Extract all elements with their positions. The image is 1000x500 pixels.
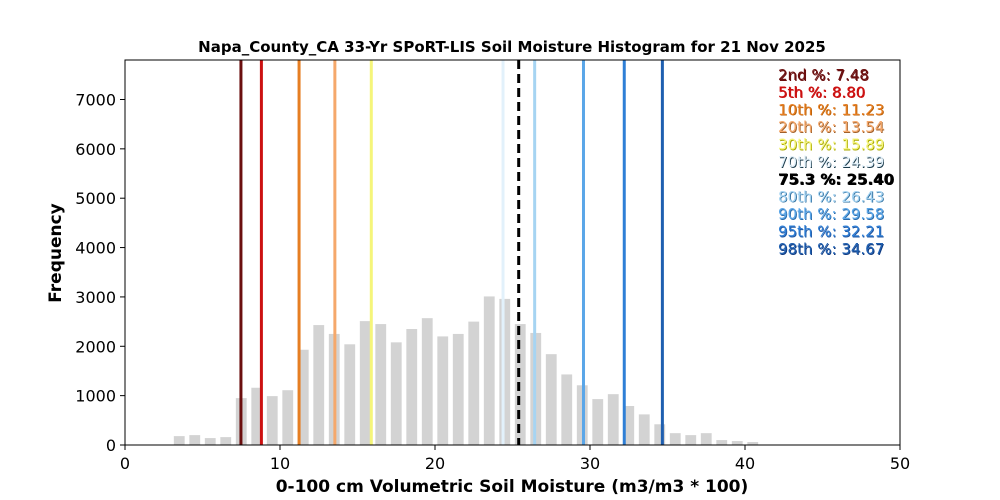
percentile-label-10: 98th %: 34.67 <box>778 240 884 258</box>
plot-frame <box>124 59 901 446</box>
percentile-lines <box>239 60 664 445</box>
percentile-label-0: 2nd %: 7.48 <box>778 66 869 84</box>
percentile-label-shadow-2: 10th %: 11.23 <box>779 102 885 120</box>
bar-31 <box>654 424 666 445</box>
bar-37 <box>747 442 759 445</box>
bar-9 <box>313 325 325 445</box>
bar-1 <box>189 435 201 445</box>
y-tick-label-0: 0 <box>106 436 116 455</box>
bar-36 <box>731 441 743 445</box>
y-tick-label-2: 2000 <box>75 337 116 356</box>
y-tick-label-4: 4000 <box>75 239 116 258</box>
percentile-label-8: 90th %: 29.58 <box>778 205 884 223</box>
bar-12 <box>359 321 371 445</box>
bar-18 <box>452 333 464 445</box>
bar-19 <box>468 321 480 445</box>
percentile-label-5: 70th %: 24.39 <box>778 153 884 171</box>
x-axis-label: 0-100 cm Volumetric Soil Moisture (m3/m3… <box>276 477 749 497</box>
y-axis-ticks: 0 1000 2000 3000 4000 5000 6000 7000 <box>75 90 125 455</box>
bar-34 <box>700 433 712 445</box>
percentile-label-shadow-1: 5th %: 8.80 <box>779 84 866 102</box>
bar-32 <box>669 433 681 445</box>
percentile-label-shadow-10: 98th %: 34.67 <box>779 241 885 259</box>
x-axis-ticks: 0 10 20 30 40 50 <box>120 445 910 473</box>
bar-29 <box>623 406 635 445</box>
y-tick-label-6: 6000 <box>75 140 116 159</box>
y-axis-label: Frequency <box>46 203 66 303</box>
bar-30 <box>638 414 650 445</box>
bar-2 <box>204 438 216 445</box>
y-tick-label-3: 3000 <box>75 288 116 307</box>
bar-14 <box>390 342 402 445</box>
bar-7 <box>282 390 294 445</box>
percentile-label-shadow-8: 90th %: 29.58 <box>779 206 885 224</box>
bar-27 <box>592 399 604 445</box>
bar-21 <box>499 298 511 445</box>
bar-33 <box>685 435 697 445</box>
chart-title: Napa_County_CA 33-Yr SPoRT-LIS Soil Mois… <box>198 38 826 56</box>
x-tick-label-0: 0 <box>120 454 130 473</box>
bar-15 <box>406 329 418 445</box>
bar-6 <box>266 396 278 445</box>
percentile-label-6: 75.3 %: 25.40 <box>778 170 894 188</box>
x-tick-label-3: 30 <box>580 454 600 473</box>
percentile-label-shadow-7: 80th %: 26.43 <box>779 189 885 207</box>
bar-0 <box>173 436 185 445</box>
bar-5 <box>251 387 263 445</box>
percentile-label-7: 80th %: 26.43 <box>778 188 884 206</box>
percentile-label-shadow-9: 95th %: 32.21 <box>779 223 885 241</box>
percentile-label-3: 20th %: 13.54 <box>778 118 884 136</box>
x-tick-label-5: 50 <box>890 454 910 473</box>
percentile-label-shadow-0: 2nd %: 7.48 <box>779 67 870 85</box>
percentile-label-shadow-3: 20th %: 13.54 <box>779 119 885 137</box>
bar-35 <box>716 440 728 445</box>
bar-24 <box>545 354 557 445</box>
bar-28 <box>607 394 619 445</box>
percentile-label-9: 95th %: 32.21 <box>778 223 884 241</box>
bar-11 <box>344 344 356 445</box>
percentile-label-2: 10th %: 11.23 <box>778 101 884 119</box>
bar-17 <box>437 336 449 445</box>
bar-group <box>173 296 759 445</box>
bar-20 <box>483 296 495 445</box>
y-tick-label-5: 5000 <box>75 189 116 208</box>
percentile-label-shadow-6: 75.3 %: 25.40 <box>779 171 895 189</box>
bar-3 <box>220 437 232 445</box>
bar-13 <box>375 324 387 445</box>
bar-16 <box>421 318 433 445</box>
x-tick-label-2: 20 <box>425 454 445 473</box>
percentile-label-1: 5th %: 8.80 <box>778 83 865 101</box>
bar-22 <box>514 324 526 445</box>
bar-8 <box>297 349 309 445</box>
y-tick-label-1: 1000 <box>75 387 116 406</box>
percentile-label-shadow-5: 70th %: 24.39 <box>779 154 885 172</box>
y-tick-label-7: 7000 <box>75 90 116 109</box>
x-tick-label-1: 10 <box>270 454 290 473</box>
x-tick-label-4: 40 <box>735 454 755 473</box>
percentile-label-4: 30th %: 15.89 <box>778 136 884 154</box>
percentile-label-shadow-4: 30th %: 15.89 <box>779 136 885 154</box>
bar-25 <box>561 374 573 445</box>
